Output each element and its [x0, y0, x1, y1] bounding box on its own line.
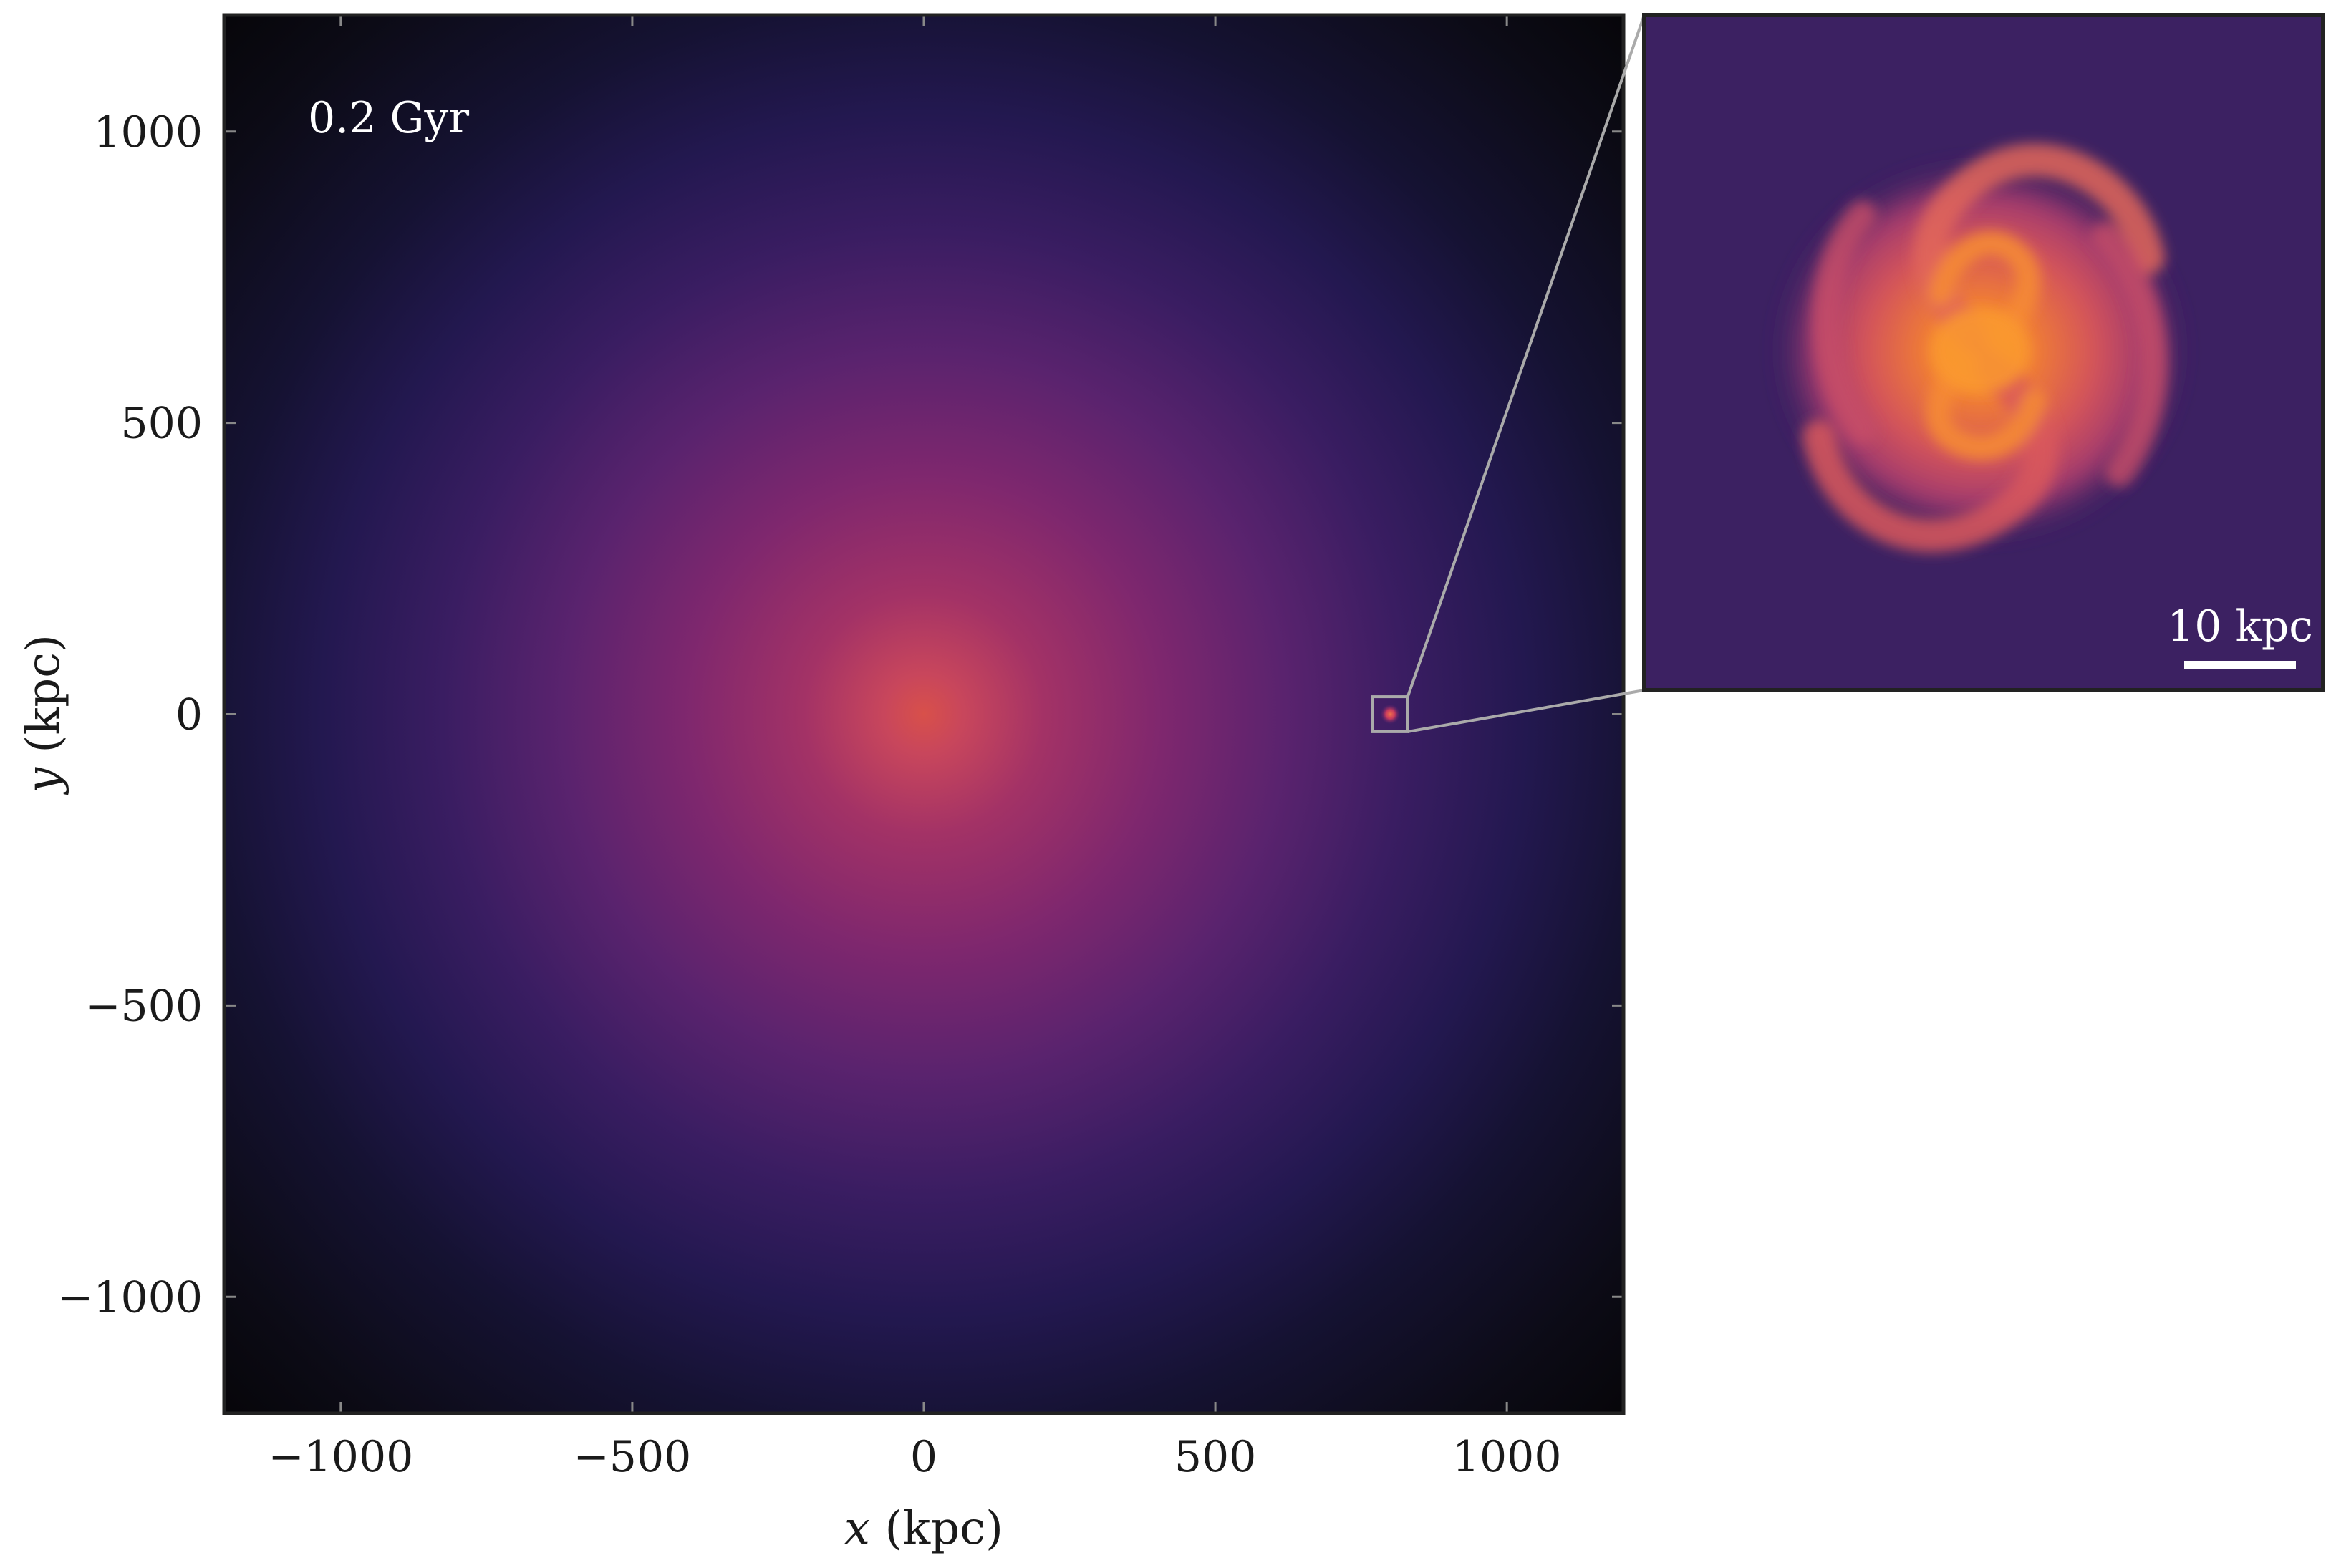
y-tick-label: 0 — [175, 690, 203, 740]
spiral-arm — [2091, 222, 2168, 487]
y-tick-labels: −1000 −500 0 500 1000 — [57, 107, 203, 1323]
x-tick-label: 500 — [1174, 1432, 1257, 1482]
main-panel: 0.2 Gyr — [222, 13, 1626, 1415]
y-axis-unit: (kpc) — [17, 634, 70, 768]
x-axis-unit: (kpc) — [870, 1502, 1003, 1555]
scale-bar — [2184, 661, 2296, 669]
x-tick-label: −1000 — [268, 1432, 413, 1482]
y-tick-label: 500 — [120, 399, 203, 449]
inset-frame — [1642, 13, 2325, 692]
satellite-disk — [1380, 704, 1401, 725]
zoom-connector-bottom — [1407, 689, 1645, 733]
y-tick-label: −1000 — [57, 1272, 203, 1322]
inset-panel: 10 kpc — [1642, 13, 2325, 692]
x-axis-label: x (kpc) — [844, 1502, 1003, 1555]
y-axis-label: y (kpc) — [17, 634, 70, 795]
x-tick-labels: −1000 −500 0 500 1000 — [268, 1432, 1561, 1482]
main-ticks — [224, 15, 1623, 1413]
spiral-arm — [1929, 231, 2040, 352]
y-axis-var: y — [17, 767, 70, 795]
x-tick-label: −500 — [574, 1432, 692, 1482]
main-frame — [222, 13, 1626, 1415]
x-tick-label: 1000 — [1452, 1432, 1562, 1482]
inset-disk — [1772, 143, 2188, 552]
spiral-arm — [1813, 200, 1876, 444]
zoom-connector-top — [1406, 14, 1646, 697]
x-tick-label: 0 — [910, 1432, 937, 1482]
disk-core — [1930, 308, 2030, 394]
scale-bar-label: 10 kpc — [2167, 601, 2313, 652]
y-tick-label: −500 — [85, 981, 203, 1031]
y-tick-label: 1000 — [93, 107, 203, 158]
halo-density-map — [224, 15, 1623, 1413]
spiral-arm — [1926, 349, 2046, 460]
x-axis-var: x — [844, 1502, 870, 1555]
time-label: 0.2 Gyr — [308, 93, 469, 143]
zoom-region-box — [1371, 695, 1409, 733]
